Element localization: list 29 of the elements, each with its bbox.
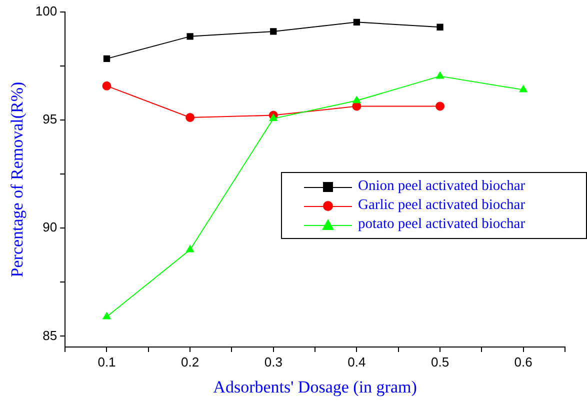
x-tick-label: 0.4	[348, 354, 366, 370]
y-tick-label: 95	[42, 112, 58, 127]
point	[270, 28, 277, 35]
point	[436, 102, 445, 111]
point	[102, 81, 112, 90]
point	[186, 33, 194, 40]
point	[102, 312, 111, 320]
point	[353, 18, 360, 26]
x-tick-label: 0.6	[514, 354, 532, 370]
point	[103, 55, 110, 62]
point	[436, 72, 444, 79]
y-tick-label: 85	[42, 328, 58, 343]
x-tick-label: 0.5	[430, 354, 450, 370]
y-tick-label: 100	[35, 4, 58, 19]
legend-label: potato peel activated biochar	[358, 216, 526, 233]
x-tick-label: 0.2	[181, 354, 200, 370]
point	[519, 85, 528, 92]
legend-label: Onion peel activated biochar	[358, 178, 526, 195]
point	[269, 114, 278, 122]
point	[186, 112, 195, 122]
x-tick-label: 0.1	[98, 354, 116, 370]
y-axis-title: Percentage of Removal(R%)	[8, 82, 27, 278]
x-axis-title: Adsorbents' Dosage (in gram)	[213, 377, 417, 396]
legend-label: Garlic peel activated biochar	[358, 197, 526, 214]
point	[186, 245, 194, 252]
point	[352, 96, 361, 104]
x-tick-label: 0.3	[264, 354, 282, 370]
y-tick-label: 90	[42, 220, 58, 235]
point	[436, 24, 444, 30]
